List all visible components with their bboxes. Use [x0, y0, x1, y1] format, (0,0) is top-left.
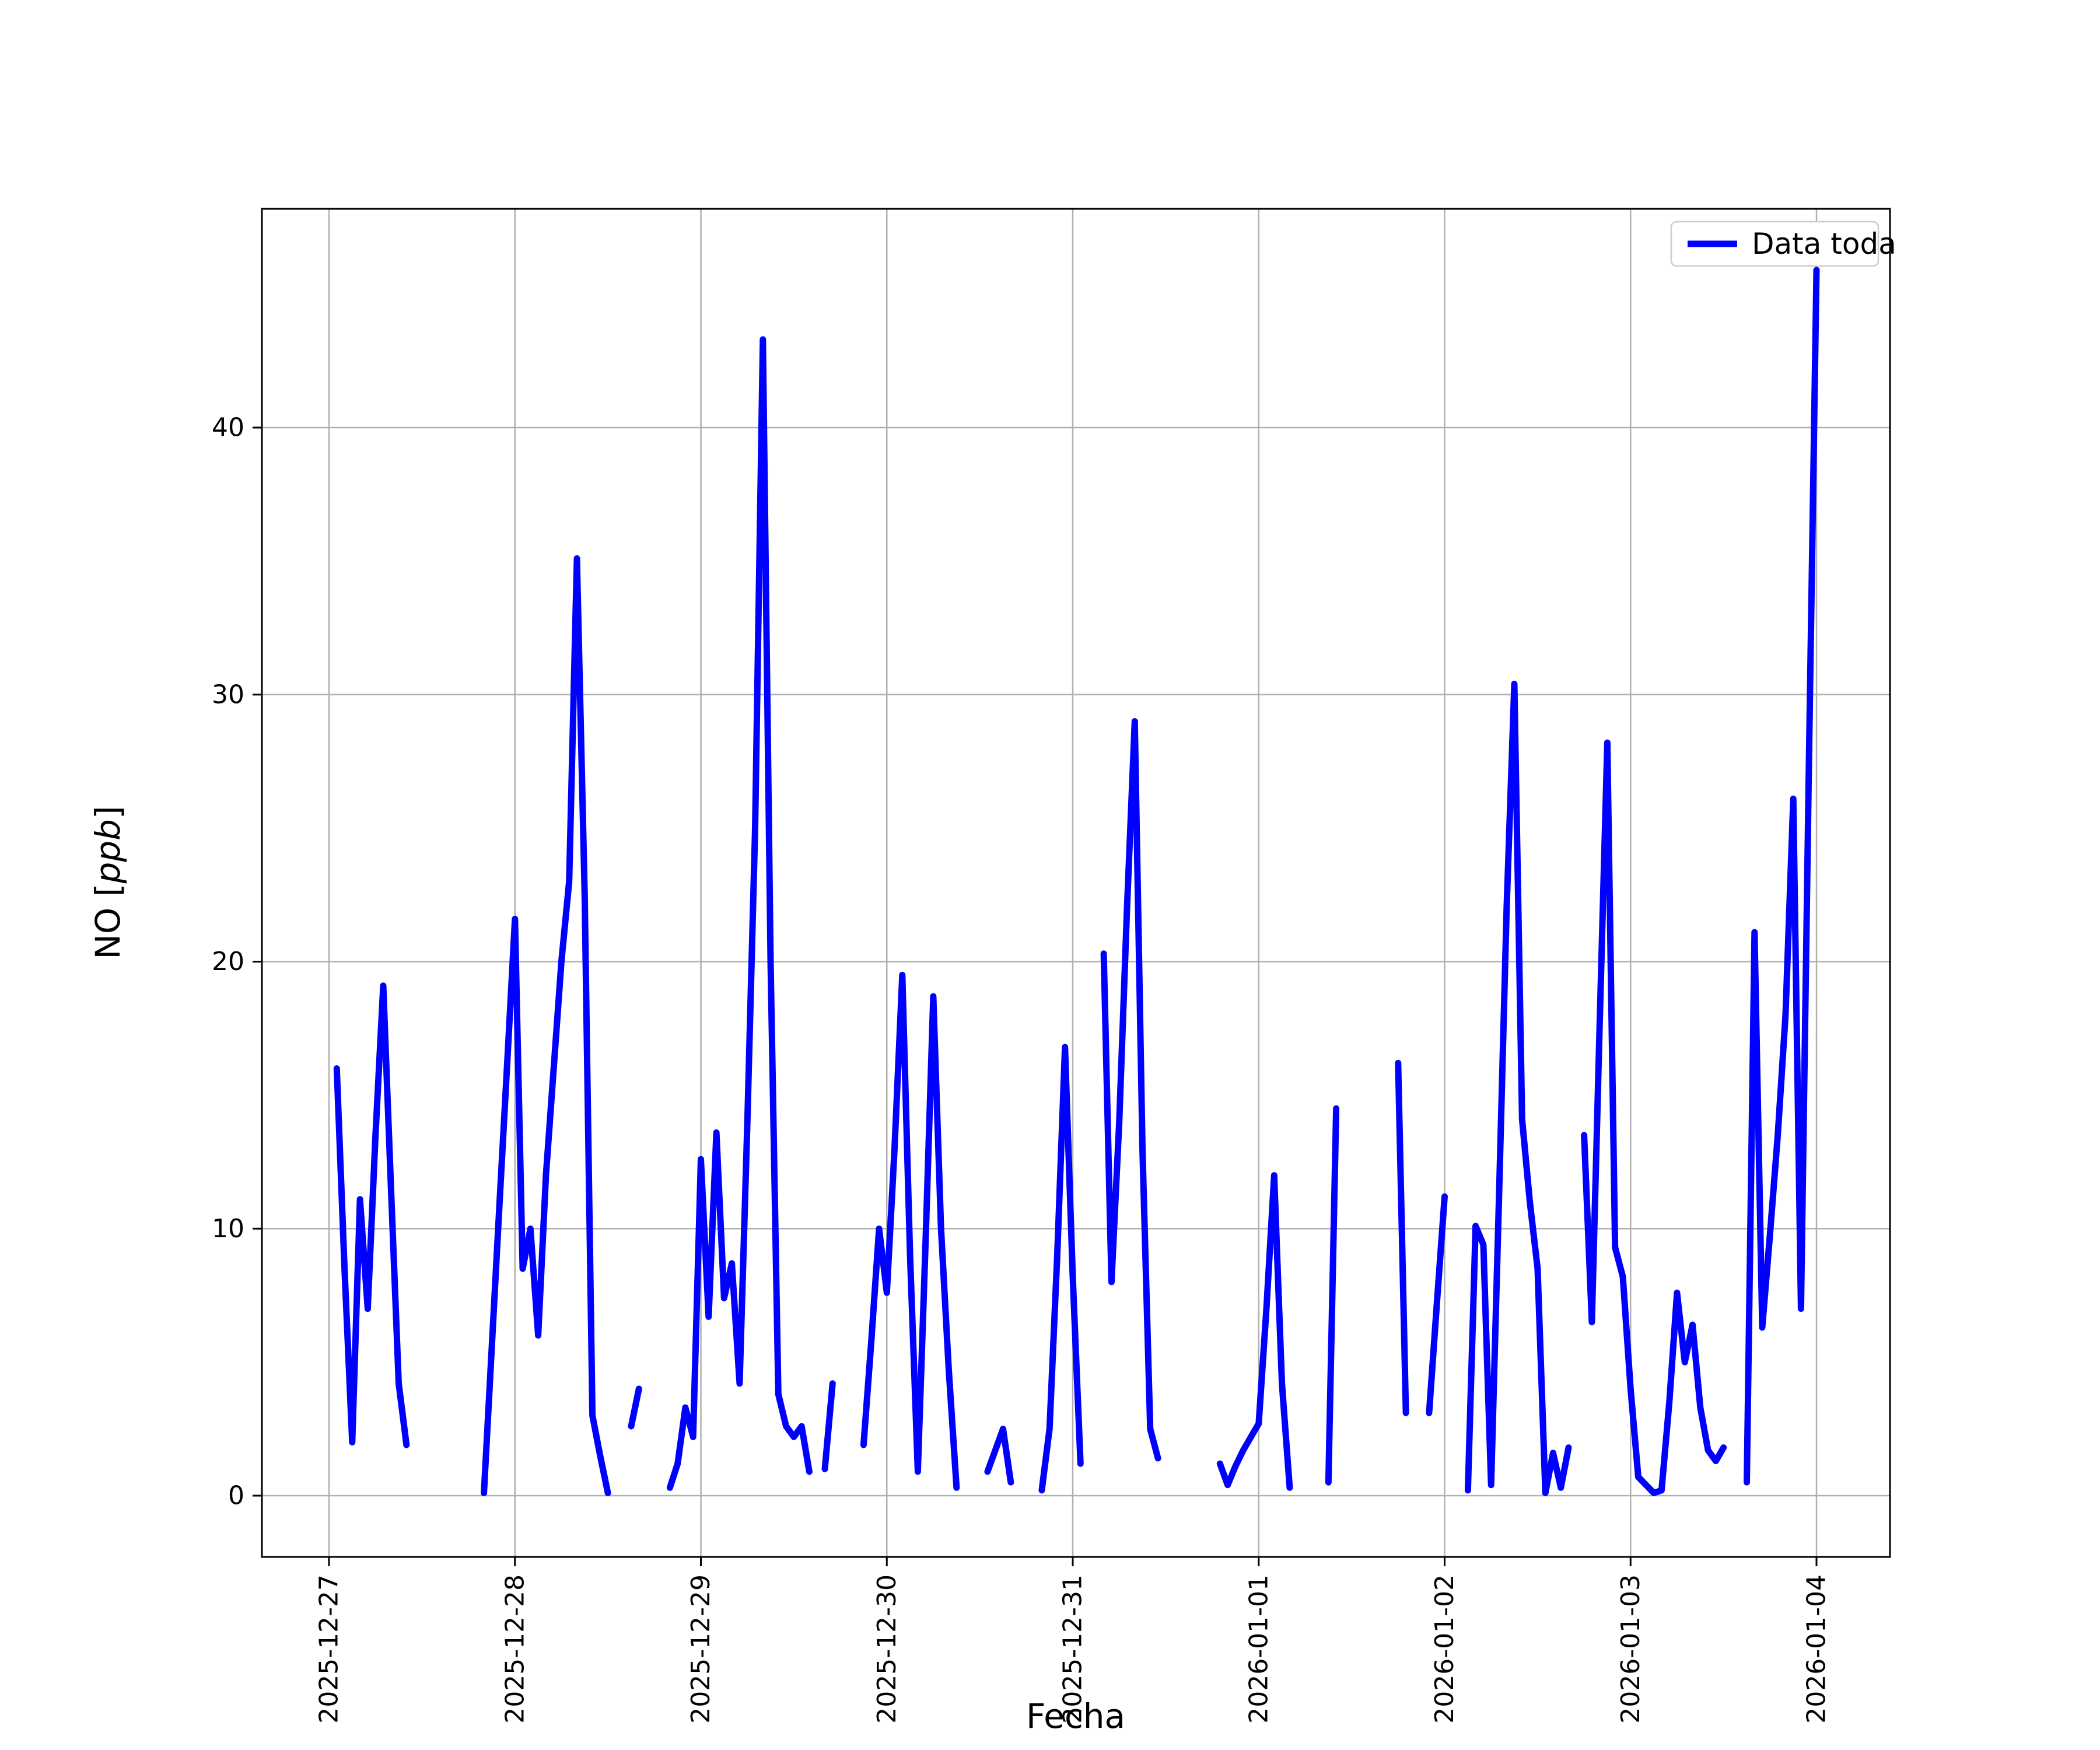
y-tick-label: 40 [212, 413, 244, 443]
y-tick-label: 30 [212, 680, 244, 709]
plot-border [261, 208, 1891, 1558]
tick-labels: 0 10 20 30 40 2025-12-27 2025-12-28 2025-12-29 2… [212, 413, 1832, 1724]
x-tick-label: 2025-12-27 [314, 1574, 344, 1724]
x-axis-label: Fecha [1026, 1696, 1125, 1736]
y-tick-label: 10 [212, 1214, 244, 1244]
y-axis-label: NO [ppb] [88, 806, 128, 959]
x-tick-label: 2026-01-02 [1430, 1574, 1460, 1724]
legend-box [1670, 220, 1880, 267]
x-tick-label: 2025-12-30 [872, 1574, 902, 1724]
x-tick-label: 2026-01-01 [1244, 1574, 1273, 1724]
axes [253, 208, 1891, 1566]
x-tick-label: 2025-12-28 [500, 1574, 530, 1724]
legend-label: Data toda [1752, 227, 1896, 261]
data-series-layer [333, 267, 1820, 1496]
grid-lines [262, 209, 1890, 1557]
y-tick-label: 0 [228, 1481, 244, 1511]
x-tick-label: 2025-12-29 [686, 1574, 716, 1724]
legend: Data toda [1670, 220, 1896, 267]
x-tick-label: 2025-12-31 [1058, 1574, 1088, 1724]
x-tick-label: 2026-01-04 [1802, 1574, 1832, 1724]
series-data-toda [333, 267, 1820, 1496]
y-tick-label: 20 [212, 947, 244, 977]
x-tick-label: 2026-01-03 [1616, 1574, 1646, 1724]
